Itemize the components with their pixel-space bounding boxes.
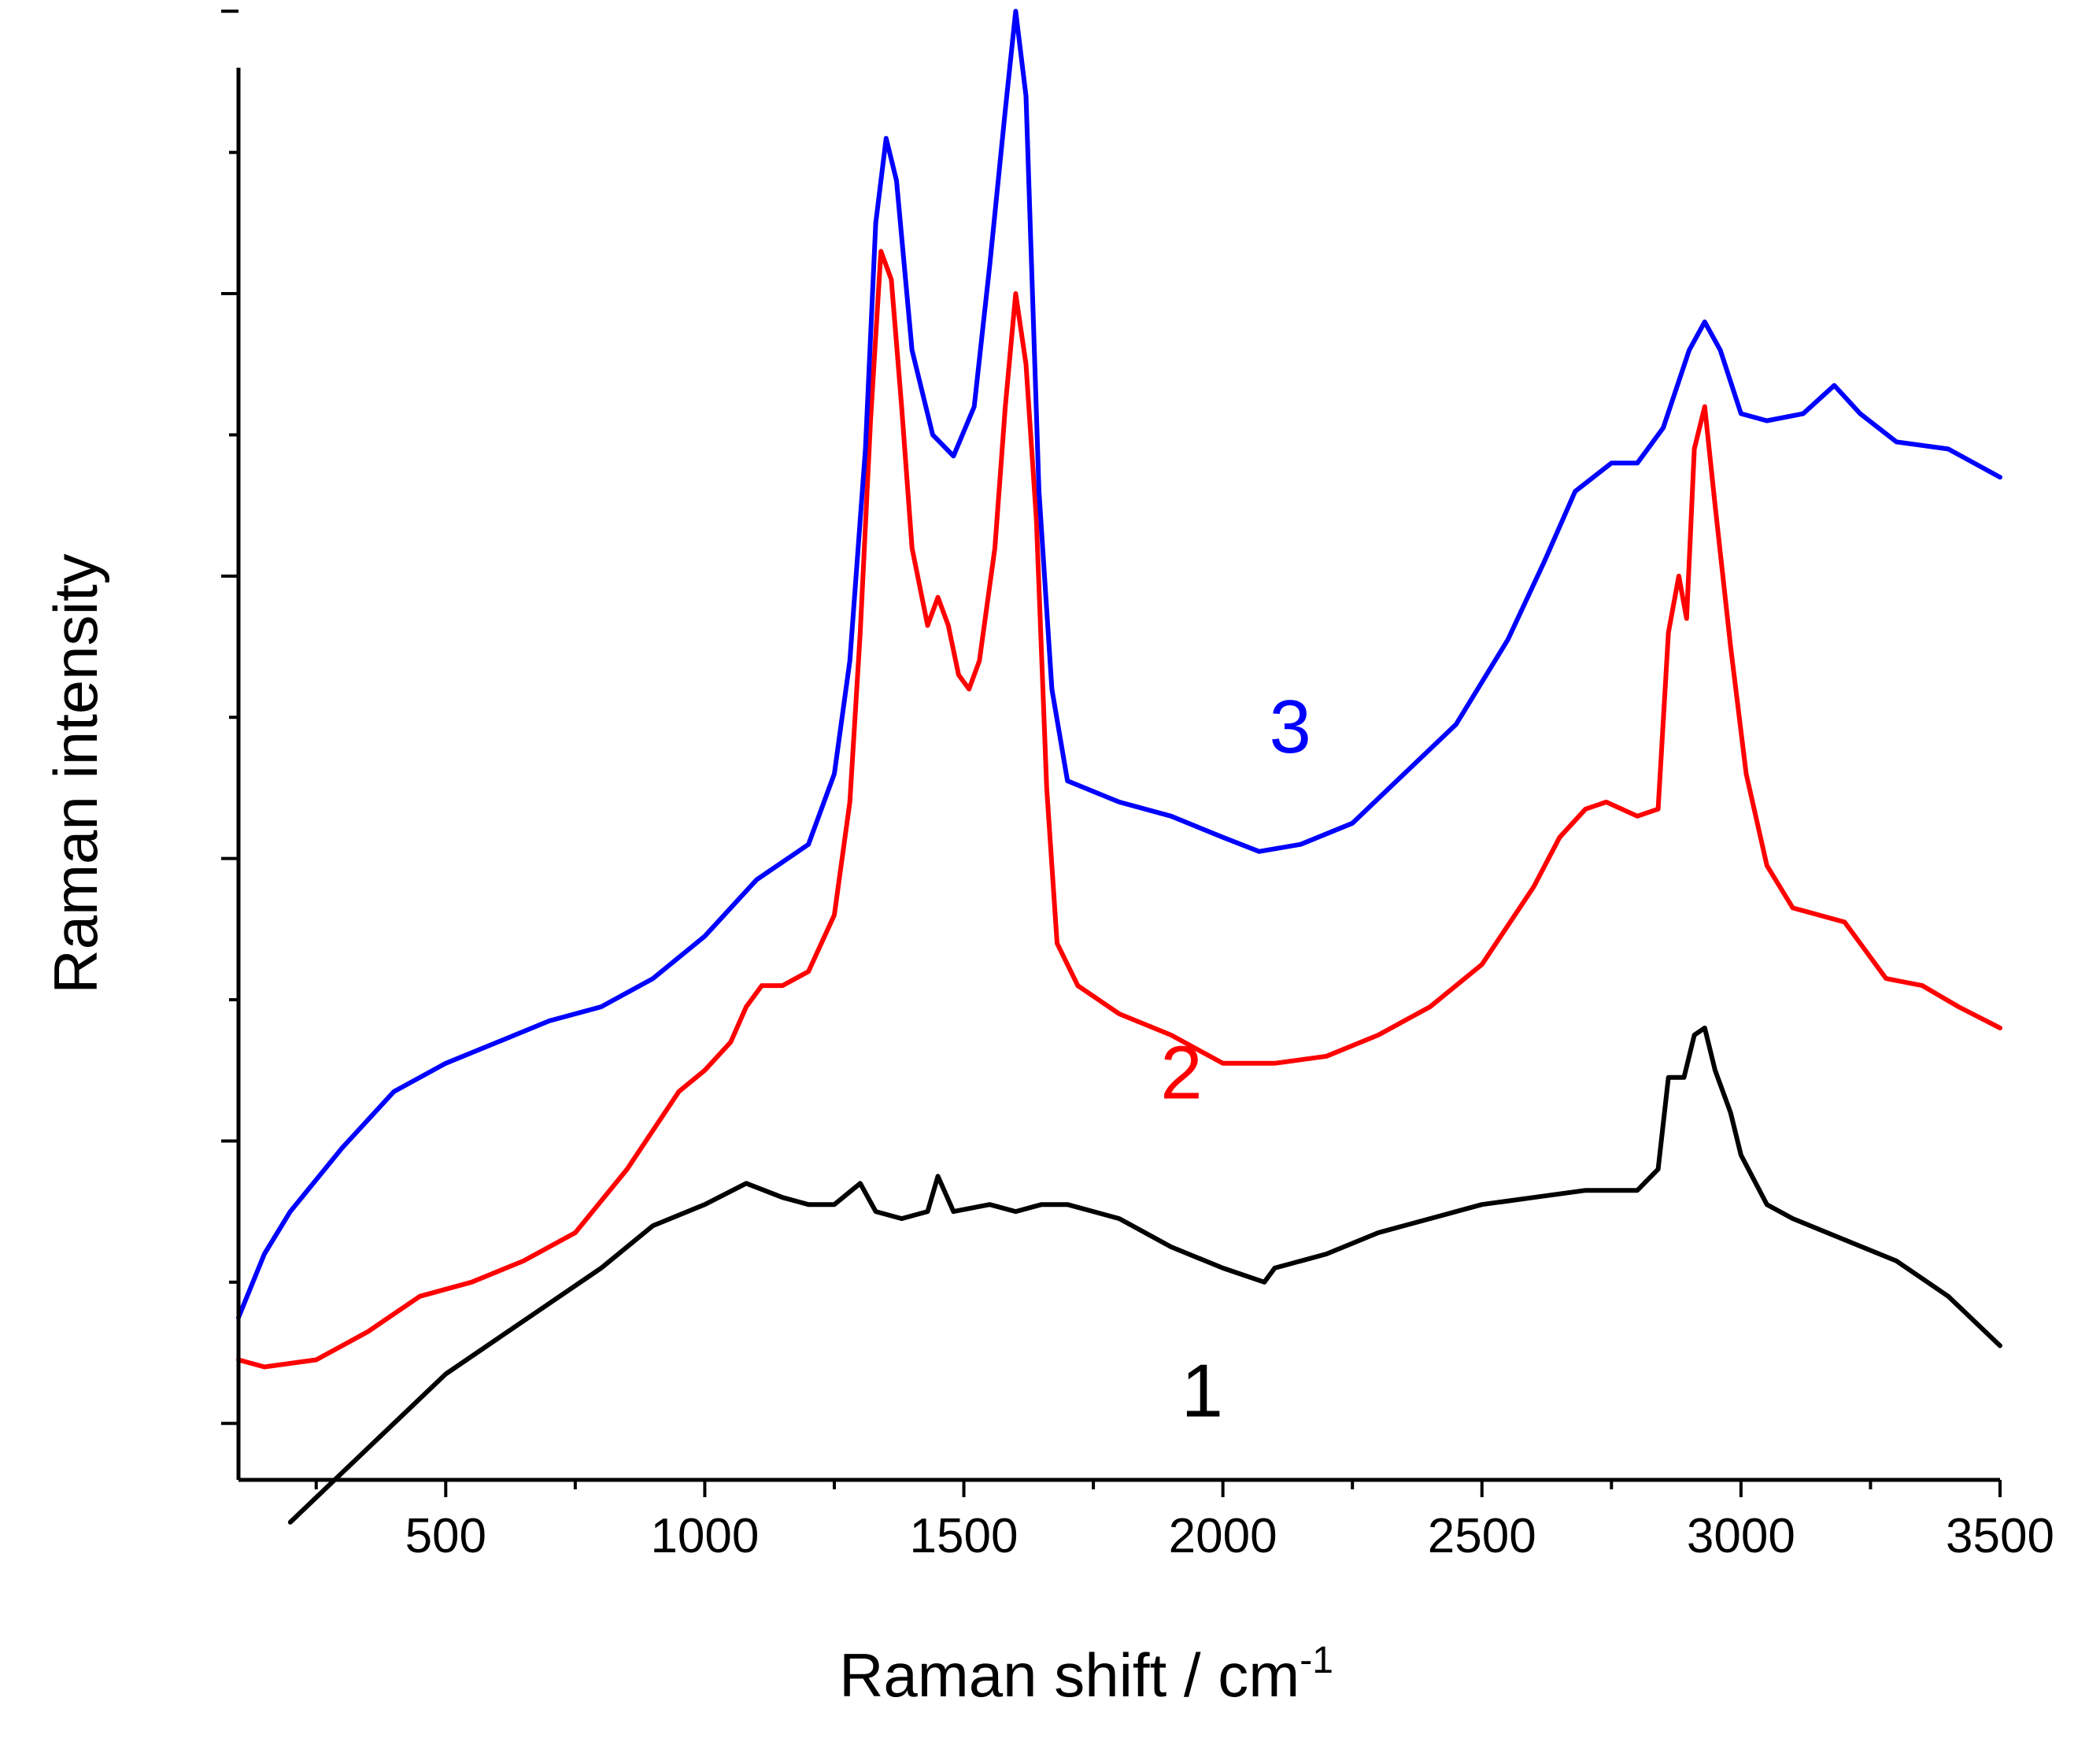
ticks-layer: [221, 9, 2002, 1497]
x-axis-title-text: Raman shift / cm: [839, 1640, 1300, 1710]
x-tick-label: 2500: [1428, 1509, 1536, 1563]
axes-layer: [236, 68, 2000, 1482]
series-label-1: 1: [1181, 1348, 1223, 1433]
x-tick-label: 3000: [1687, 1509, 1795, 1563]
series-labels-layer: 1 2 3: [1160, 685, 1311, 1433]
tick-labels-layer: 500 1000 1500 2000 2500 3000 3500: [405, 1509, 2054, 1563]
x-tick-label: 1000: [650, 1509, 759, 1563]
x-tick-label: 500: [405, 1509, 486, 1563]
series-layer: [236, 9, 2002, 1525]
series-line-2: [236, 249, 2002, 1370]
series-label-2: 2: [1160, 1031, 1202, 1115]
series-label-3: 3: [1270, 685, 1311, 769]
x-axis-title: Raman shift / cm-1: [839, 1640, 1333, 1710]
series-line-3: [236, 9, 2002, 1320]
x-tick-label: 3500: [1946, 1509, 2054, 1563]
x-tick-label: 2000: [1169, 1509, 1277, 1563]
series-line-1: [287, 1025, 2002, 1525]
y-axis-title: Raman intensity: [41, 553, 110, 993]
x-tick-label: 1500: [910, 1509, 1019, 1563]
x-axis-title-superscript: -1: [1300, 1640, 1333, 1681]
